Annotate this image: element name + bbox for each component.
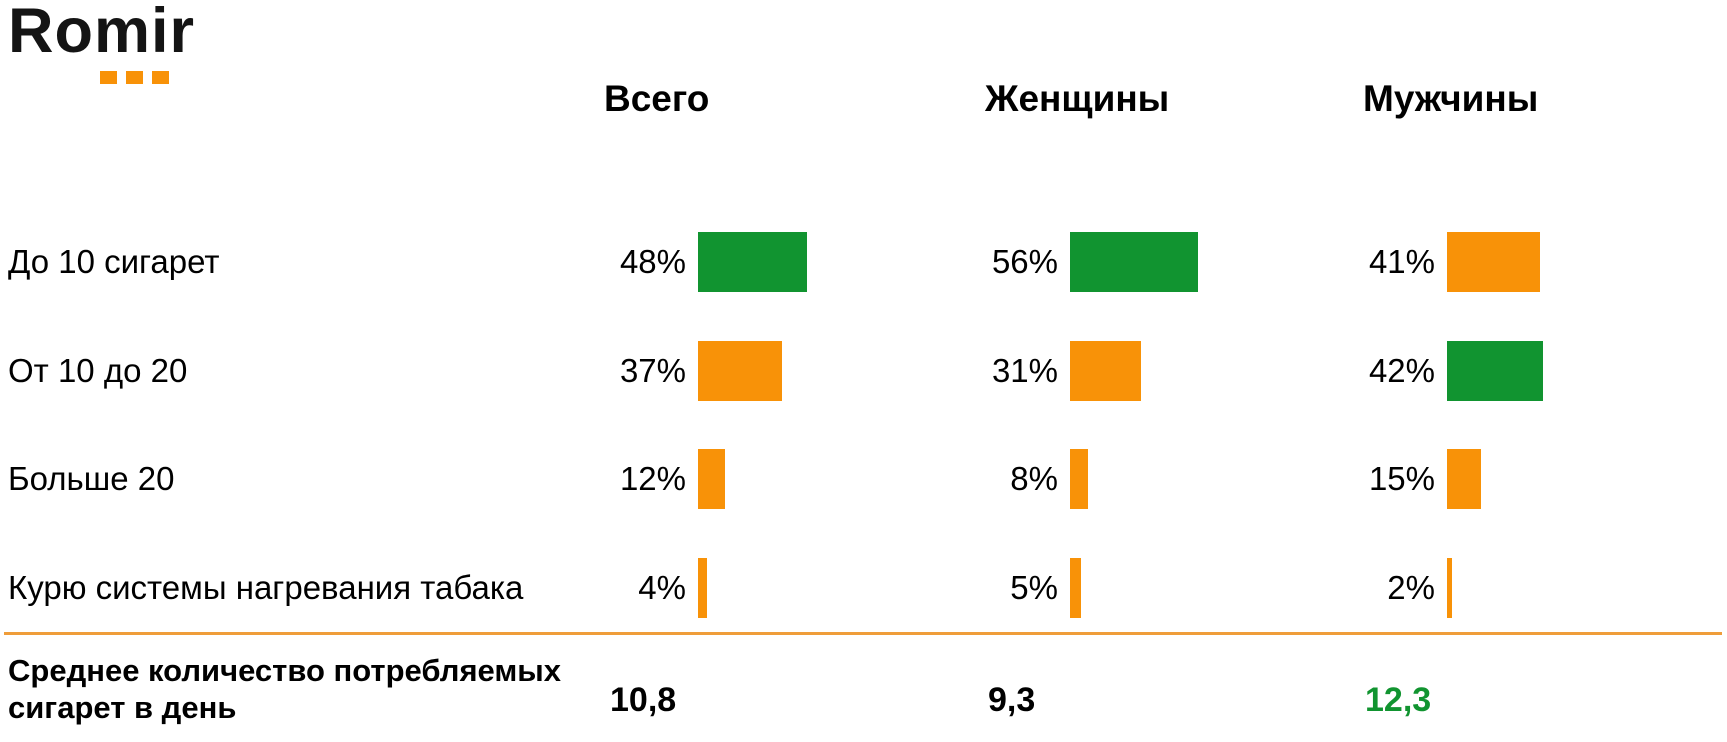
value-label: 41%: [1368, 243, 1435, 280]
value-label: 37%: [619, 352, 686, 389]
bar: [1070, 232, 1198, 292]
bar: [1447, 341, 1543, 401]
bar: [1447, 558, 1452, 618]
bar: [698, 558, 707, 618]
bar: [1447, 232, 1540, 292]
column-header-women: Женщины: [985, 78, 1170, 119]
value-label: 42%: [1368, 352, 1435, 389]
bar: [1070, 449, 1088, 509]
column-header-men: Мужчины: [1363, 78, 1539, 119]
summary-value-women: 9,3: [988, 681, 1036, 719]
category-label: До 10 сигарет: [8, 243, 220, 280]
value-label: 48%: [619, 243, 686, 280]
value-label: 31%: [991, 352, 1058, 389]
value-label: 56%: [991, 243, 1058, 280]
logo-dot-icon: [100, 71, 117, 84]
summary-value-total: 10,8: [610, 681, 677, 719]
bar: [1070, 558, 1081, 618]
value-label: 5%: [1010, 569, 1058, 606]
bar: [698, 341, 782, 401]
category-label: Курю системы нагревания табака: [8, 569, 524, 606]
romir-logo-dots-icon: [100, 71, 169, 84]
summary-divider-line: [4, 632, 1722, 635]
bar: [698, 232, 807, 292]
value-label: 12%: [619, 460, 686, 497]
category-label: От 10 до 20: [8, 352, 188, 389]
value-label: 15%: [1368, 460, 1435, 497]
romir-logo-text: Romir: [8, 0, 196, 66]
value-label: 2%: [1387, 569, 1435, 606]
bar: [698, 449, 725, 509]
logo-dot-icon: [152, 71, 169, 84]
column-header-total: Всего: [604, 78, 710, 119]
summary-value-men: 12,3: [1365, 681, 1432, 719]
bar: [1447, 449, 1481, 509]
logo-dot-icon: [126, 71, 143, 84]
value-label: 4%: [638, 569, 686, 606]
bar: [1070, 341, 1141, 401]
category-label: Больше 20: [8, 460, 175, 497]
value-label: 8%: [1010, 460, 1058, 497]
summary-row-label: Среднее количество потребляемых сигарет …: [8, 653, 562, 725]
